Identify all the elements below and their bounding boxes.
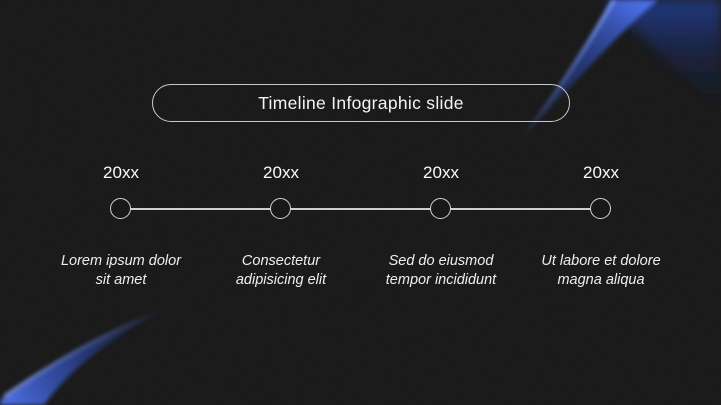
year-label: 20xx bbox=[103, 163, 139, 182]
year-label: 20xx bbox=[423, 163, 459, 182]
year-label: 20xx bbox=[583, 163, 619, 182]
timeline-point bbox=[430, 198, 451, 219]
slide-title: Timeline Infographic slide bbox=[258, 92, 464, 113]
corner-art-bottom-left bbox=[0, 309, 162, 405]
timeline-point bbox=[110, 198, 131, 219]
timeline-point bbox=[590, 198, 611, 219]
milestone-description: Consectetur adipisicing elit bbox=[235, 253, 327, 288]
milestone-description: Sed do eiusmod tempor incididunt bbox=[385, 253, 497, 288]
year-label: 20xx bbox=[263, 163, 299, 182]
timeline-line bbox=[121, 208, 601, 210]
milestone-description: Ut labore et dolore magna aliqua bbox=[541, 253, 661, 288]
title-pill: Timeline Infographic slide bbox=[152, 84, 570, 122]
timeline-point bbox=[270, 198, 291, 219]
milestone-description: Lorem ipsum dolor sit amet bbox=[60, 253, 182, 288]
